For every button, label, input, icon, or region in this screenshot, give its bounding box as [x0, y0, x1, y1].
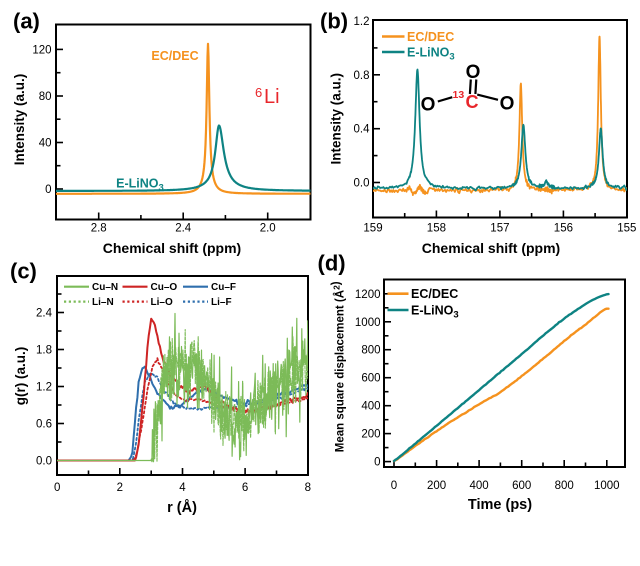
svg-text:Li–O: Li–O — [151, 297, 173, 308]
svg-text:1.8: 1.8 — [36, 345, 52, 357]
svg-text:1000: 1000 — [355, 317, 381, 329]
svg-text:200: 200 — [427, 480, 446, 492]
svg-text:120: 120 — [32, 44, 51, 56]
svg-text:800: 800 — [361, 345, 380, 357]
svg-text:600: 600 — [361, 373, 380, 385]
svg-text:Li–N: Li–N — [92, 297, 114, 308]
svg-text:80: 80 — [39, 91, 52, 103]
svg-text:2.8: 2.8 — [91, 223, 107, 235]
svg-text:4: 4 — [179, 482, 186, 494]
svg-text:800: 800 — [555, 480, 574, 492]
svg-text:Time (ps): Time (ps) — [468, 497, 532, 513]
svg-text:0: 0 — [374, 457, 380, 469]
svg-text:159: 159 — [363, 223, 382, 235]
svg-text:0.0: 0.0 — [354, 178, 370, 190]
svg-text:158: 158 — [427, 223, 446, 235]
svg-text:200: 200 — [361, 429, 380, 441]
svg-text:0.6: 0.6 — [36, 419, 52, 431]
svg-text:EC/DEC: EC/DEC — [407, 30, 454, 44]
svg-text:O: O — [466, 62, 481, 83]
svg-text:2.4: 2.4 — [175, 223, 192, 235]
svg-text:6: 6 — [255, 85, 262, 100]
svg-text:g(r) (a.u.): g(r) (a.u.) — [13, 347, 28, 406]
svg-text:EC/DEC: EC/DEC — [411, 287, 458, 301]
svg-text:400: 400 — [470, 480, 489, 492]
svg-text:1200: 1200 — [355, 289, 381, 301]
svg-text:E-LiNO3: E-LiNO3 — [407, 46, 455, 63]
svg-text:Cu–N: Cu–N — [92, 282, 118, 293]
svg-text:O: O — [421, 95, 436, 116]
svg-text:Cu–F: Cu–F — [211, 282, 236, 293]
svg-text:400: 400 — [361, 401, 380, 413]
svg-text:0.4: 0.4 — [354, 124, 371, 136]
svg-text:8: 8 — [305, 482, 311, 494]
svg-text:Chemical shift (ppm): Chemical shift (ppm) — [422, 240, 560, 256]
svg-text:(c): (c) — [10, 259, 37, 284]
svg-text:O: O — [500, 94, 515, 115]
svg-text:1.2: 1.2 — [36, 382, 52, 394]
svg-text:Intensity (a.u.): Intensity (a.u.) — [12, 74, 27, 166]
svg-text:157: 157 — [490, 223, 509, 235]
svg-text:2.0: 2.0 — [260, 223, 276, 235]
svg-text:2.4: 2.4 — [36, 308, 53, 320]
svg-text:Chemical shift (ppm): Chemical shift (ppm) — [103, 240, 241, 256]
svg-text:r (Å): r (Å) — [167, 499, 197, 516]
svg-text:E-LiNO3: E-LiNO3 — [116, 177, 164, 194]
svg-text:0: 0 — [45, 184, 51, 196]
svg-text:0: 0 — [391, 480, 397, 492]
svg-text:Mean square displacement (Å2): Mean square displacement (Å2) — [331, 281, 347, 452]
svg-text:Li: Li — [264, 86, 280, 108]
svg-text:1000: 1000 — [594, 480, 620, 492]
svg-text:600: 600 — [512, 480, 531, 492]
svg-text:EC/DEC: EC/DEC — [151, 49, 198, 63]
svg-text:C: C — [466, 92, 479, 112]
svg-text:2: 2 — [117, 482, 123, 494]
svg-text:Cu–O: Cu–O — [151, 282, 178, 293]
svg-text:1.2: 1.2 — [354, 16, 370, 28]
svg-text:Li–F: Li–F — [211, 297, 232, 308]
svg-text:156: 156 — [554, 223, 573, 235]
svg-text:0.8: 0.8 — [354, 70, 370, 82]
svg-text:(b): (b) — [320, 9, 348, 34]
svg-text:E-LiNO3: E-LiNO3 — [411, 303, 459, 320]
svg-text:155: 155 — [617, 223, 636, 235]
svg-text:0: 0 — [54, 482, 60, 494]
svg-text:(a): (a) — [13, 9, 40, 34]
svg-text:13: 13 — [453, 89, 465, 101]
svg-text:40: 40 — [39, 138, 52, 150]
svg-text:Intensity (a.u.): Intensity (a.u.) — [329, 73, 344, 165]
svg-text:(d): (d) — [318, 251, 346, 276]
svg-text:0.0: 0.0 — [36, 456, 52, 468]
svg-text:6: 6 — [242, 482, 248, 494]
